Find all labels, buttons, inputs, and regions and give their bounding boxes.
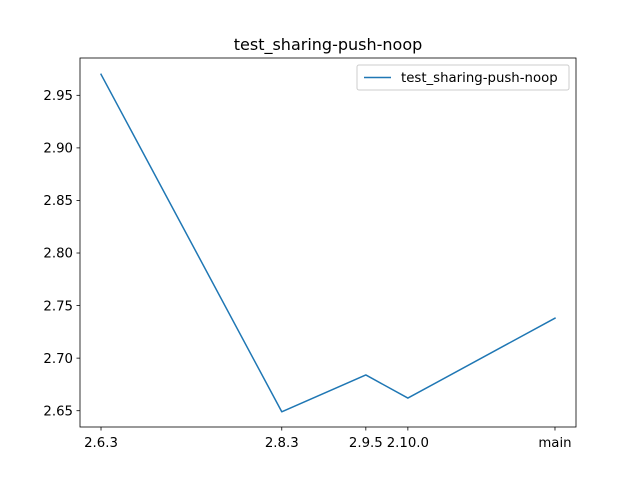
y-tick-label: 2.75	[43, 299, 73, 314]
plot-area: 2.65 2.70 2.75 2.80 2.85 2.90 2.95 2.6.3 2.8.3 2.…	[43, 57, 577, 451]
chart-title: test_sharing-push-noop	[234, 35, 423, 55]
y-tick-label: 2.80	[43, 247, 73, 262]
y-tick-label: 2.95	[43, 89, 73, 104]
legend-label: test_sharing-push-noop	[401, 71, 558, 86]
y-tick-label: 2.65	[43, 404, 73, 419]
x-tick-label: 2.8.3	[265, 436, 299, 451]
y-tick-label: 2.85	[43, 194, 73, 209]
x-tick-label: main	[538, 436, 571, 451]
x-tick-label: 2.9.5	[349, 436, 383, 451]
series-line	[100, 73, 557, 413]
x-tick-label: 2.6.3	[84, 436, 118, 451]
x-tick-label: 2.10.0	[387, 436, 429, 451]
y-tick-label: 2.90	[43, 142, 73, 157]
legend-box	[356, 64, 570, 91]
axes-frame	[79, 57, 577, 428]
y-tick-label: 2.70	[43, 352, 73, 367]
legend: test_sharing-push-noop	[356, 64, 570, 91]
